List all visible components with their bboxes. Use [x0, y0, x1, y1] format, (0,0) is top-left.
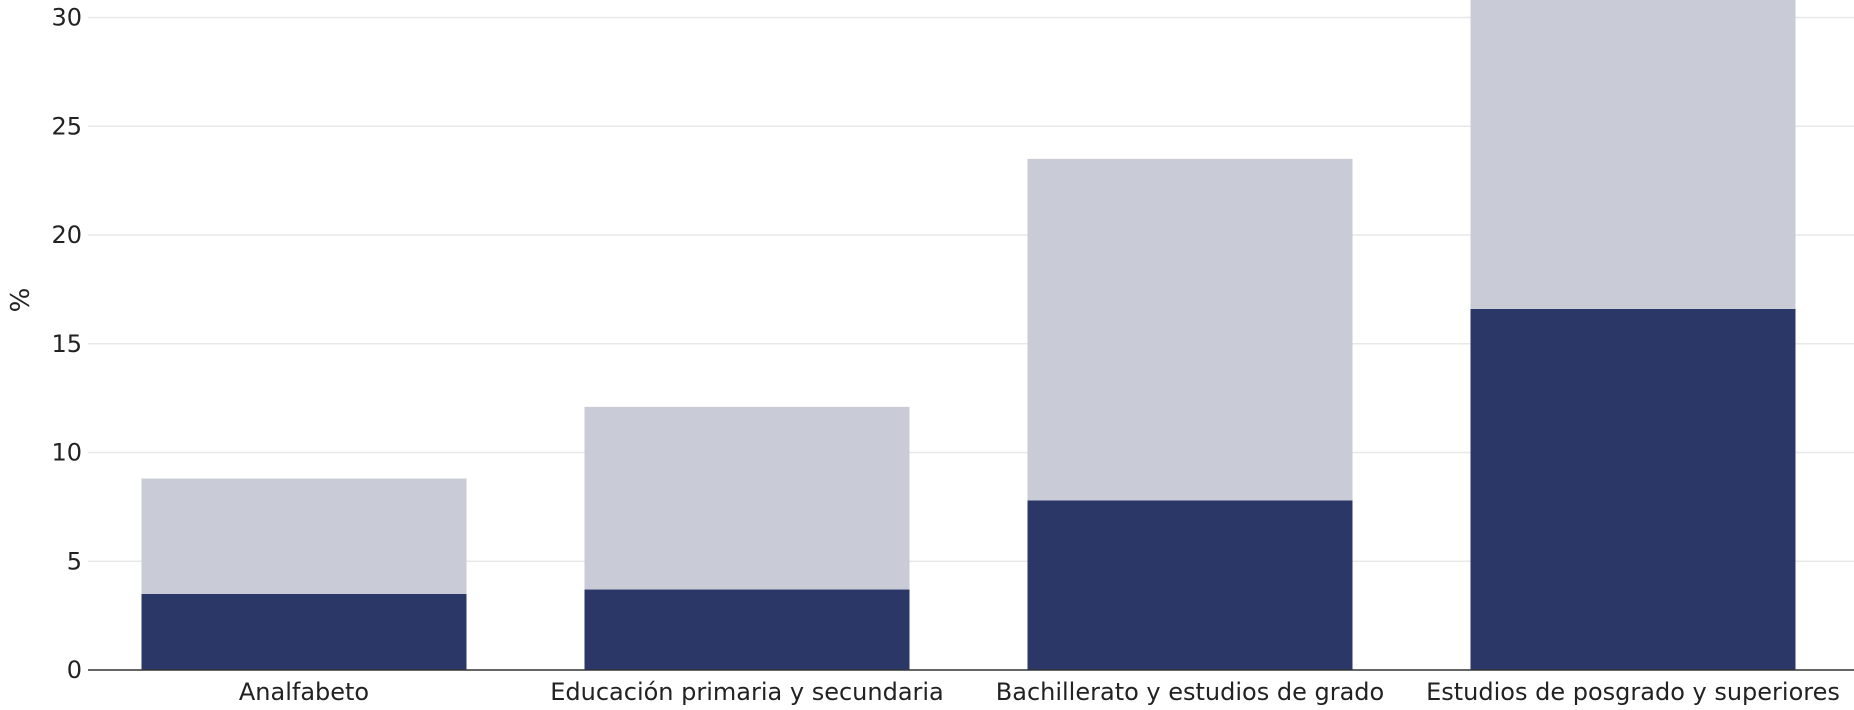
y-tick-label-25: 25	[51, 112, 82, 140]
bar-lower-3	[1027, 500, 1353, 670]
bar-upper-2	[584, 406, 910, 590]
y-tick-label-15: 15	[51, 330, 82, 358]
y-tick-label-10: 10	[51, 439, 82, 467]
x-category-label-2: Educación primaria y secundaria	[550, 678, 944, 706]
y-axis-title: %	[6, 288, 36, 313]
y-tick-label-30: 30	[51, 4, 82, 32]
x-axis-labels: Analfabeto Educación primaria y secundari…	[239, 678, 1840, 706]
bar-upper-3	[1027, 158, 1353, 501]
x-category-label-4: Estudios de posgrado y superiores	[1426, 678, 1840, 706]
y-tick-label-5: 5	[67, 547, 82, 575]
y-tick-label-0: 0	[67, 656, 82, 684]
bar-upper-1	[141, 478, 467, 594]
x-category-label-1: Analfabeto	[239, 678, 369, 706]
bar-lower-4	[1470, 308, 1796, 670]
bars	[141, 0, 1796, 670]
bar-upper-4	[1470, 0, 1796, 309]
y-axis-ticks: 0 5 10 15 20 25 30	[51, 4, 82, 685]
bar-lower-1	[141, 593, 467, 670]
bar-lower-2	[584, 589, 910, 670]
y-tick-label-20: 20	[51, 221, 82, 249]
x-category-label-3: Bachillerato y estudios de grado	[996, 678, 1384, 706]
